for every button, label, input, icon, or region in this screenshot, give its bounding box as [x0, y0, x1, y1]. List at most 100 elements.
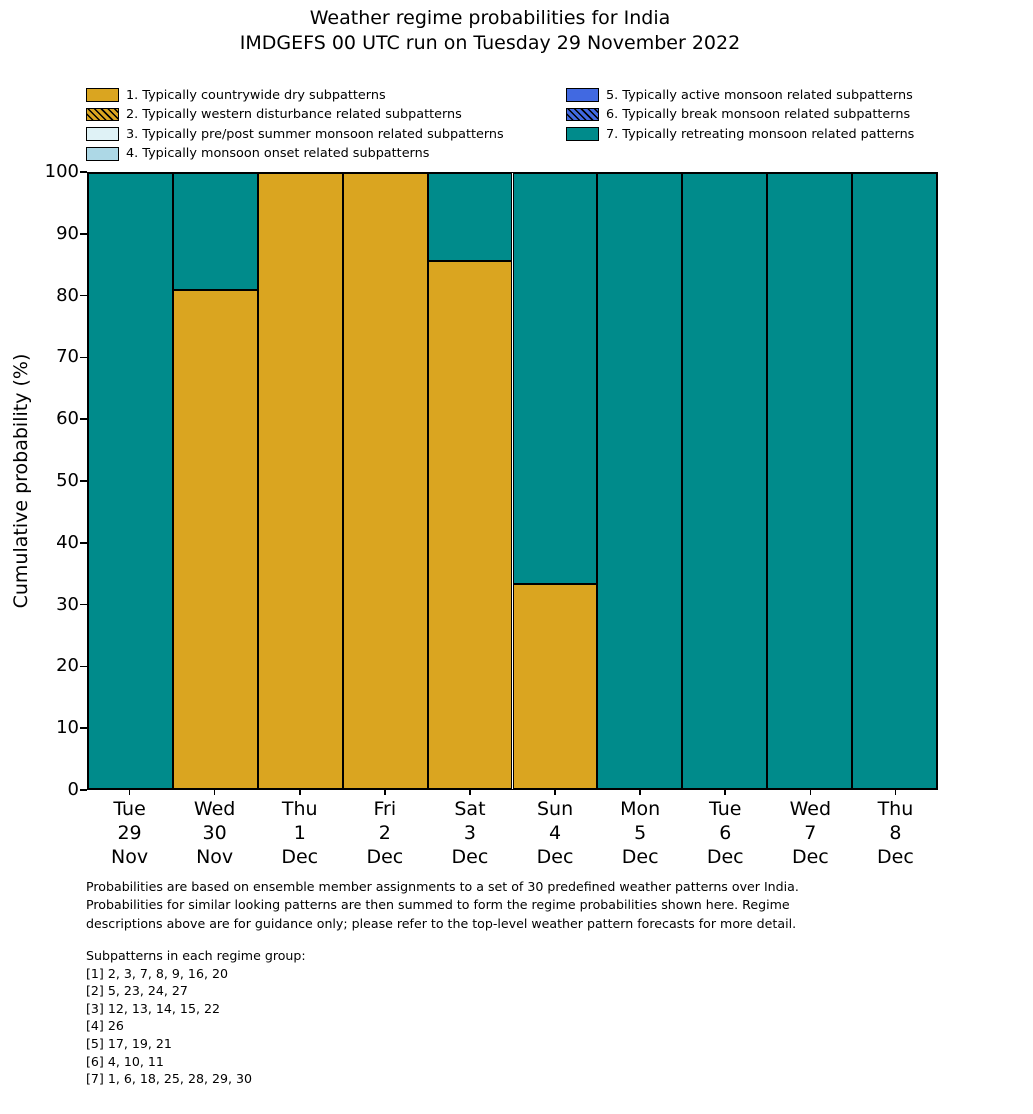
legend-item: 7. Typically retreating monsoon related … — [566, 126, 915, 142]
y-tick-label: 10 — [56, 717, 79, 739]
legend-label: 7. Typically retreating monsoon related … — [606, 126, 915, 142]
footnote-line: Probabilities for similar looking patter… — [86, 897, 790, 913]
x-tick-label: Sat 3 Dec — [410, 797, 530, 869]
x-tick-label-line: Dec — [366, 846, 404, 868]
x-tick-label-line: Dec — [621, 846, 659, 868]
x-tick-label-line: Thu — [877, 798, 914, 820]
legend-item: 4. Typically monsoon onset related subpa… — [86, 146, 430, 162]
bar-segment — [172, 173, 258, 291]
bar-segment — [767, 173, 853, 789]
x-tick-label-line: Mon — [620, 798, 661, 820]
x-tick-mark — [469, 790, 471, 795]
bar-segment — [427, 261, 513, 789]
x-tick-mark — [384, 790, 386, 795]
subpatterns-line: [6] 4, 10, 11 — [86, 1053, 164, 1069]
subpatterns-list: [1] 2, 3, 7, 8, 9, 16, 20 [2] 5, 23, 24, … — [86, 965, 306, 1088]
y-tick-mark — [80, 480, 87, 482]
x-tick-label-line: 6 — [719, 822, 732, 844]
x-tick-mark — [298, 790, 301, 795]
legend-item: 6. Typically break monsoon related subpa… — [566, 107, 911, 123]
x-tick-mark — [639, 790, 641, 795]
x-tick-label-line: 2 — [378, 822, 391, 844]
bar — [597, 173, 683, 789]
bar-segment — [257, 173, 343, 789]
x-tick-label-line: Sat — [454, 798, 486, 820]
x-tick-label: Mon 5 Dec — [580, 797, 700, 869]
x-tick-mark — [809, 790, 812, 795]
x-tick-label: Wed 7 Dec — [750, 797, 870, 869]
y-tick-mark — [80, 542, 87, 544]
bar — [682, 173, 768, 789]
x-tick-label: Wed 30 Nov — [155, 797, 275, 869]
legend-label: 1. Typically countrywide dry subpatterns — [126, 87, 386, 103]
bar — [512, 173, 598, 789]
plot-area — [87, 172, 938, 790]
y-tick-mark — [80, 789, 87, 791]
legend-item: 1. Typically countrywide dry subpatterns — [86, 87, 386, 103]
subpatterns-line: [1] 2, 3, 7, 8, 9, 16, 20 — [86, 965, 228, 981]
legend-item: 2. Typically western disturbance related… — [86, 107, 462, 123]
legend-label: 5. Typically active monsoon related subp… — [606, 87, 913, 103]
bar — [767, 173, 853, 789]
y-tick-mark — [80, 356, 87, 359]
bar-segment — [852, 173, 937, 789]
bar-segment — [682, 173, 768, 789]
bar-segment — [597, 173, 683, 789]
x-tick-label: Tue 29 Nov — [70, 797, 190, 869]
x-tick-label-line: Tue — [113, 798, 146, 820]
x-tick-label-line: Nov — [196, 846, 234, 868]
bar-segment — [172, 290, 258, 789]
x-tick-label-line: Dec — [536, 846, 574, 868]
legend-swatch — [86, 147, 119, 161]
footnote-line: Probabilities are based on ensemble memb… — [86, 879, 799, 894]
x-tick-label: Tue 6 Dec — [665, 797, 785, 869]
chart-title: Weather regime probabilities for India — [309, 7, 671, 29]
footnote-paragraph: Probabilities are based on ensemble memb… — [86, 878, 799, 933]
y-tick-label: 20 — [56, 655, 79, 677]
y-tick-label: 100 — [44, 161, 79, 182]
subpatterns-line: [2] 5, 23, 24, 27 — [86, 983, 188, 999]
bar-segment — [512, 583, 598, 789]
legend-item: 5. Typically active monsoon related subp… — [566, 87, 913, 103]
x-tick-label: Sun 4 Dec — [495, 797, 615, 869]
x-tick-label-line: Thu — [281, 798, 318, 820]
footnote-line: descriptions above are for guidance only… — [86, 915, 797, 931]
x-tick-label-line: Tue — [709, 798, 742, 820]
legend-swatch — [566, 107, 599, 122]
bar-segment — [512, 173, 598, 584]
legend-swatch — [86, 107, 119, 122]
legend-label: 6. Typically break monsoon related subpa… — [606, 107, 911, 123]
y-tick-label: 90 — [56, 222, 79, 244]
x-tick-label-line: Dec — [706, 846, 744, 868]
legend-label: 3. Typically pre/post summer monsoon rel… — [126, 126, 504, 142]
y-tick-mark — [80, 727, 87, 729]
legend-label: 2. Typically western disturbance related… — [126, 107, 462, 123]
x-tick-label-line: 7 — [804, 822, 817, 844]
x-tick-label: Thu 8 Dec — [835, 797, 955, 869]
x-tick-label-line: Wed — [193, 798, 236, 820]
chart-title-block: Weather regime probabilities for India I… — [0, 6, 980, 56]
y-tick-label: 80 — [56, 284, 79, 306]
legend-item: 3. Typically pre/post summer monsoon rel… — [86, 126, 504, 142]
x-tick-label-line: Dec — [877, 846, 914, 868]
x-tick-label: Thu 1 Dec — [240, 797, 360, 869]
legend-swatch — [86, 88, 119, 102]
subpatterns-line: [5] 17, 19, 21 — [86, 1035, 172, 1051]
bar-segment — [88, 173, 173, 789]
subpatterns-line: [3] 12, 13, 14, 15, 22 — [86, 1000, 220, 1016]
y-tick-label: 0 — [67, 779, 79, 800]
bar-segment — [342, 173, 428, 789]
legend-label: 4. Typically monsoon onset related subpa… — [126, 146, 430, 162]
x-tick-label-line: 4 — [549, 822, 562, 844]
x-tick-label-line: 5 — [634, 822, 647, 844]
x-tick-label-line: Dec — [791, 846, 829, 868]
x-tick-label-line: 30 — [202, 822, 227, 844]
chart-subtitle: IMDGEFS 00 UTC run on Tuesday 29 Novembe… — [239, 32, 741, 54]
bar — [257, 173, 343, 789]
x-tick-mark — [128, 790, 131, 795]
legend-swatch — [566, 127, 599, 141]
bar — [852, 173, 937, 789]
y-tick-mark — [80, 603, 87, 606]
bar — [342, 173, 428, 789]
